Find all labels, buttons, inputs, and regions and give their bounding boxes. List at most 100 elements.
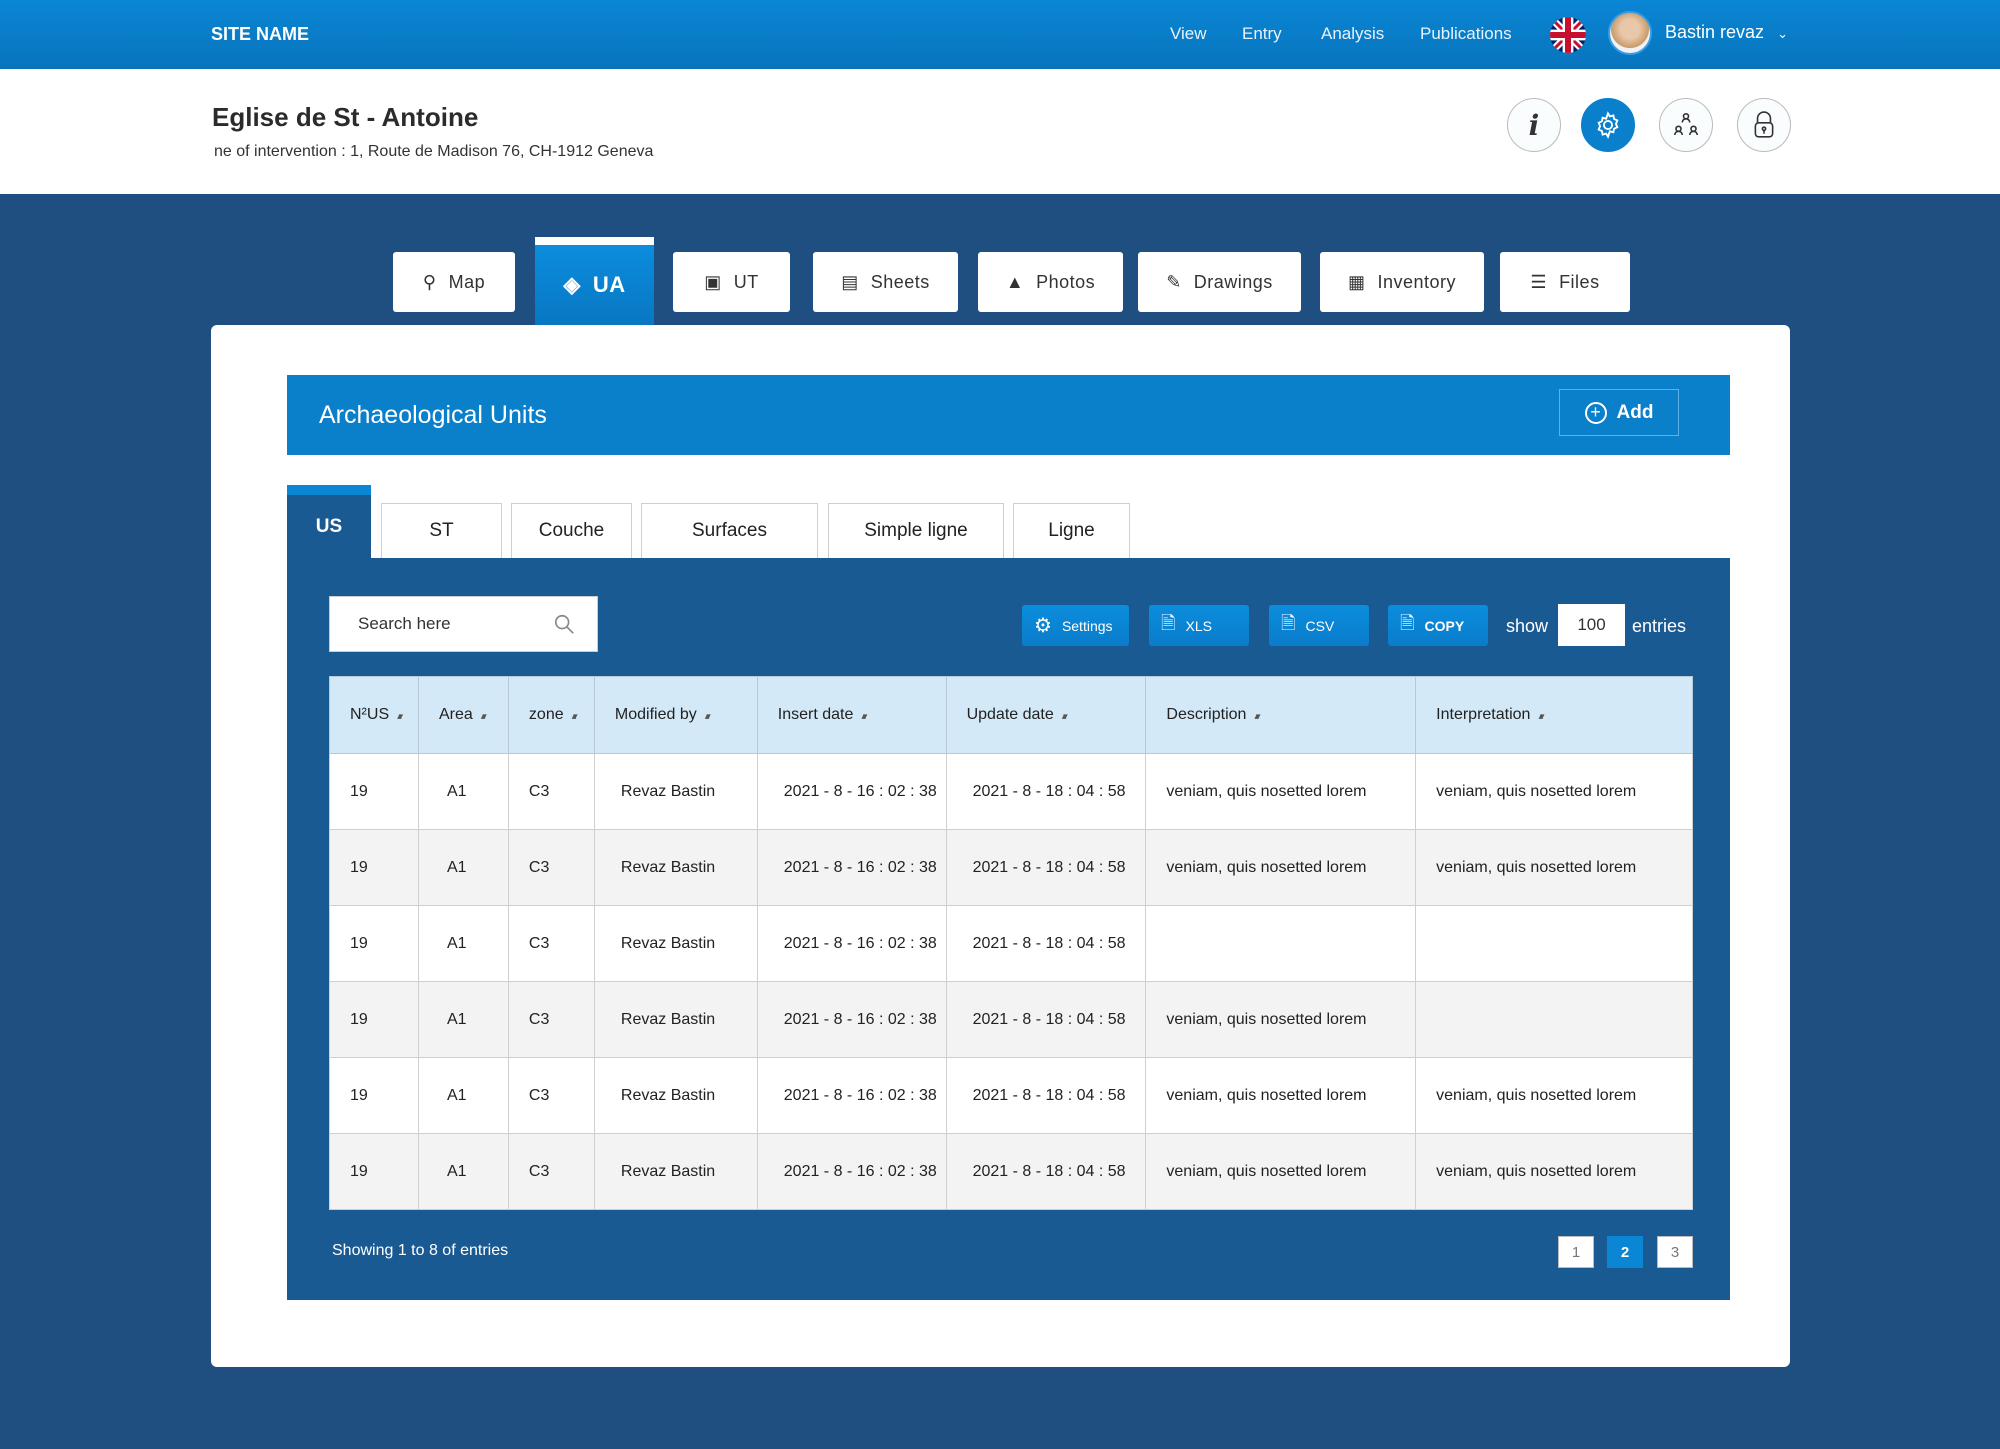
- column-header[interactable]: zone ▴▾: [507, 676, 595, 754]
- table-cell: veniam, quis nosetted lorem: [1415, 829, 1693, 906]
- lock-button[interactable]: [1737, 98, 1791, 152]
- subtab-us[interactable]: US: [287, 485, 371, 558]
- site-name[interactable]: SITE NAME: [211, 24, 310, 44]
- subtab-couche[interactable]: Couche: [511, 503, 632, 558]
- plus-circle-icon: +: [1584, 401, 1607, 424]
- nav-entry[interactable]: Entry: [1242, 24, 1282, 43]
- entries-input[interactable]: 100: [1558, 604, 1625, 646]
- sort-icon[interactable]: ▴▾: [861, 711, 867, 721]
- table-row[interactable]: 19 A1 C3 Revaz Bastin 2021 - 8 - 16 : 02 : 3…: [329, 753, 1693, 830]
- column-header[interactable]: Interpretation ▴▾: [1415, 676, 1693, 754]
- settings-search-icon: ⚙: [1034, 615, 1052, 637]
- users-icon: [1673, 112, 1699, 136]
- avatar[interactable]: [1608, 11, 1652, 55]
- sort-icon[interactable]: ▴▾: [1538, 711, 1544, 721]
- show-label: show: [1506, 616, 1549, 636]
- table-cell: veniam, quis nosetted lorem: [1145, 753, 1417, 830]
- sort-icon[interactable]: ▴▾: [397, 711, 403, 721]
- column-header[interactable]: Insert date ▴▾: [756, 676, 947, 754]
- settings-button[interactable]: ⚙ Settings: [1022, 605, 1129, 646]
- table-cell: veniam, quis nosetted lorem: [1415, 1133, 1693, 1210]
- export-csv-button[interactable]: 🗎 CSV: [1269, 605, 1369, 646]
- search-input[interactable]: Search here: [329, 596, 598, 652]
- sort-icon[interactable]: ▴▾: [1061, 711, 1068, 721]
- column-label: Area: [438, 706, 473, 723]
- table-row[interactable]: 19 A1 C3 Revaz Bastin 2021 - 8 - 16 : 02 : 3…: [329, 905, 1693, 982]
- sort-icon[interactable]: ▴▾: [480, 711, 487, 721]
- column-header[interactable]: Area ▴▾: [417, 676, 509, 754]
- users-button[interactable]: [1659, 98, 1713, 152]
- csv-label: CSV: [1305, 617, 1335, 634]
- table-cell: Revaz Bastin: [593, 981, 758, 1058]
- table-row[interactable]: 19 A1 C3 Revaz Bastin 2021 - 8 - 16 : 02 : 3…: [329, 1133, 1693, 1210]
- column-header[interactable]: Update date ▴▾: [945, 676, 1147, 754]
- table-cell: A1: [417, 981, 509, 1058]
- info-button[interactable]: i: [1507, 98, 1561, 152]
- tab-ut[interactable]: ▣ UT: [673, 252, 790, 312]
- table-cell: 2021 - 8 - 18 : 04 : 58: [945, 753, 1147, 830]
- sort-icon[interactable]: ▴▾: [571, 711, 578, 721]
- sort-icon[interactable]: ▴▾: [704, 711, 711, 721]
- table-cell: 2021 - 8 - 18 : 04 : 58: [945, 981, 1147, 1058]
- column-header[interactable]: N²US ▴▾: [329, 676, 419, 754]
- subtab-ligne[interactable]: Ligne: [1013, 503, 1130, 558]
- subtab-st[interactable]: ST: [381, 503, 502, 558]
- table-cell: 19: [329, 1057, 419, 1134]
- settings-button[interactable]: [1581, 98, 1635, 152]
- page-3[interactable]: 3: [1657, 1236, 1693, 1268]
- column-label: Insert date: [777, 706, 854, 723]
- page-2[interactable]: 2: [1607, 1236, 1643, 1268]
- table-cell: C3: [507, 753, 595, 830]
- tab-label: Photos: [1036, 271, 1096, 292]
- showing-entries: Showing 1 to 8 of entries: [332, 1242, 509, 1259]
- entries-label: entries: [1632, 616, 1687, 636]
- section-title: Archaeological Units: [319, 401, 547, 429]
- column-header[interactable]: Modified by ▴▾: [593, 676, 758, 754]
- tab-files[interactable]: ☰ Files: [1500, 252, 1630, 312]
- tab-drawings[interactable]: ✎ Drawings: [1138, 252, 1301, 312]
- tab-photos[interactable]: ▲ Photos: [978, 252, 1123, 312]
- column-header[interactable]: Description ▴▾: [1145, 676, 1417, 754]
- column-label: Update date: [966, 706, 1054, 723]
- table-row[interactable]: 19 A1 C3 Revaz Bastin 2021 - 8 - 16 : 02 : 3…: [329, 1057, 1693, 1134]
- tab-ua[interactable]: ◈ UA: [535, 237, 654, 325]
- tab-map[interactable]: ⚲ Map: [393, 252, 515, 312]
- export-xls-button[interactable]: 🗎 XLS: [1149, 605, 1249, 646]
- add-button[interactable]: + Add: [1559, 389, 1679, 436]
- top-navbar: SITE NAME View Entry Analysis Publicatio…: [0, 0, 2000, 69]
- column-label: Interpretation: [1436, 706, 1531, 723]
- sheets-icon: ▤: [841, 271, 859, 292]
- data-table: N²US ▴▾ Area ▴▾ zone ▴▾ Modified by ▴▾ Insert da…: [329, 676, 1693, 1210]
- pen-icon: ✎: [1166, 271, 1182, 292]
- tab-label: Inventory: [1377, 271, 1457, 292]
- table-cell: 2021 - 8 - 18 : 04 : 58: [945, 1133, 1147, 1210]
- nav-view[interactable]: View: [1170, 24, 1207, 43]
- user-menu[interactable]: Bastin revaz ⌄: [1665, 22, 1788, 43]
- subtab-simple-ligne[interactable]: Simple ligne: [828, 503, 1004, 558]
- info-icon: i: [1528, 108, 1540, 142]
- copy-button[interactable]: 🗎 COPY: [1388, 605, 1488, 646]
- xls-label: XLS: [1185, 617, 1212, 634]
- page-1[interactable]: 1: [1558, 1236, 1594, 1268]
- nav-publications[interactable]: Publications: [1420, 24, 1512, 43]
- sort-icon[interactable]: ▴▾: [1254, 711, 1260, 721]
- table-cell: [1415, 981, 1693, 1058]
- add-label: Add: [1616, 401, 1654, 423]
- tab-inventory[interactable]: ▦ Inventory: [1320, 252, 1484, 312]
- table-cell: Revaz Bastin: [593, 753, 758, 830]
- copy-file-icon: 🗎: [1400, 612, 1415, 633]
- nav-analysis[interactable]: Analysis: [1321, 24, 1385, 43]
- table-cell: A1: [417, 1057, 509, 1134]
- uk-flag-icon[interactable]: [1550, 17, 1586, 53]
- tab-sheets[interactable]: ▤ Sheets: [813, 252, 958, 312]
- table-cell: 2021 - 8 - 16 : 02 : 38: [756, 1133, 947, 1210]
- column-label: Modified by: [614, 706, 697, 723]
- table-row[interactable]: 19 A1 C3 Revaz Bastin 2021 - 8 - 16 : 02 : 3…: [329, 829, 1693, 906]
- table-cell: [1415, 905, 1693, 982]
- table-row[interactable]: 19 A1 C3 Revaz Bastin 2021 - 8 - 16 : 02 : 3…: [329, 981, 1693, 1058]
- table-cell: 2021 - 8 - 16 : 02 : 38: [756, 981, 947, 1058]
- subtab-surfaces[interactable]: Surfaces: [641, 503, 818, 558]
- table-cell: 2021 - 8 - 18 : 04 : 58: [945, 829, 1147, 906]
- table-cell: Revaz Bastin: [593, 905, 758, 982]
- table-cell: Revaz Bastin: [593, 1133, 758, 1210]
